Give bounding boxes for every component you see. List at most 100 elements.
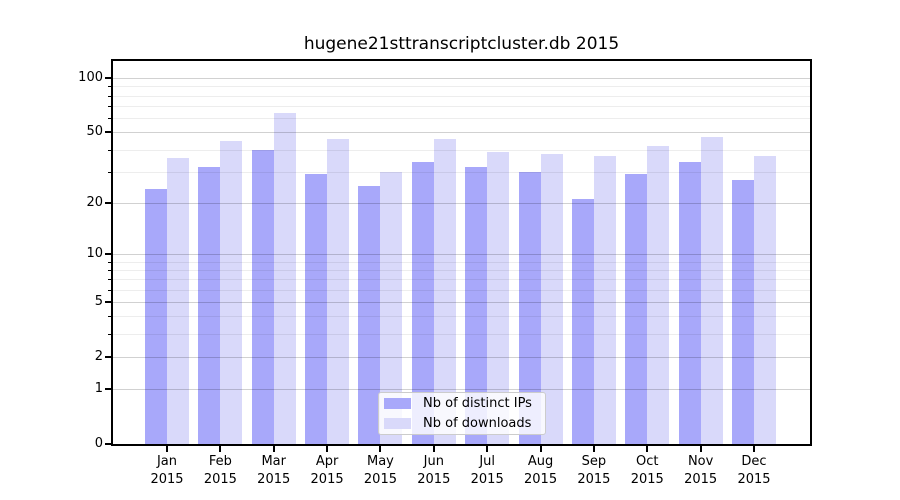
x-tick-month: Jan: [156, 454, 178, 469]
x-tick-mark: [592, 446, 595, 452]
y-tick-mark: [105, 77, 111, 80]
minor-gridline: [113, 334, 810, 336]
x-tick-label: Jul 2015: [455, 453, 519, 489]
legend-swatch: [384, 418, 411, 429]
minor-gridline: [113, 289, 810, 291]
x-tick-month: Aug: [527, 454, 554, 469]
x-tick-year: 2015: [257, 472, 291, 487]
y-minor-tick-mark: [108, 106, 111, 108]
major-gridline: [113, 389, 810, 391]
minor-gridline: [113, 171, 810, 173]
bar-distinct-ips-oct: [625, 174, 648, 444]
x-tick-label: Sep 2015: [562, 453, 626, 489]
major-gridline: [113, 78, 810, 80]
y-minor-tick-mark: [108, 86, 111, 88]
y-minor-tick-mark: [108, 118, 111, 120]
y-minor-tick-mark: [108, 95, 111, 97]
y-tick-label: 100: [78, 70, 103, 86]
y-tick-mark: [105, 252, 111, 255]
x-tick-year: 2015: [203, 472, 237, 487]
x-tick-label: Feb 2015: [188, 453, 252, 489]
x-tick-month: Sep: [581, 454, 607, 469]
minor-gridline: [113, 316, 810, 318]
x-tick-mark: [166, 446, 168, 452]
x-tick-month: Mar: [261, 454, 286, 469]
y-tick-label: 1: [94, 381, 103, 397]
bar-distinct-ips-feb: [198, 166, 221, 444]
y-tick-mark: [105, 355, 111, 358]
y-tick-label: 0: [94, 436, 103, 451]
bar-downloads-nov: [700, 137, 723, 444]
legend-swatch: [384, 398, 411, 409]
x-tick-label: Mar 2015: [242, 453, 306, 489]
x-tick-year: 2015: [737, 472, 771, 487]
x-tick-label: May 2015: [348, 453, 412, 489]
y-tick-label: 20: [86, 194, 103, 210]
x-tick-mark: [379, 446, 382, 452]
major-gridline: [113, 301, 810, 303]
y-tick-mark: [105, 443, 111, 445]
x-tick-label: Jun 2015: [402, 453, 466, 489]
minor-gridline: [113, 95, 810, 97]
x-tick-year: 2015: [524, 472, 558, 487]
x-tick-month: Oct: [636, 454, 659, 469]
major-gridline: [113, 356, 810, 358]
x-tick-year: 2015: [630, 472, 664, 487]
major-gridline: [113, 253, 810, 255]
y-minor-tick-mark: [108, 316, 111, 318]
legend-label: Nb of distinct IPs: [423, 395, 532, 411]
x-tick-year: 2015: [417, 472, 451, 487]
y-minor-tick-mark: [108, 171, 111, 173]
y-minor-tick-mark: [108, 334, 111, 336]
chart-title: hugene21sttranscriptcluster.db 2015: [303, 34, 620, 54]
bar-downloads-may: [380, 171, 403, 444]
x-tick-year: 2015: [310, 472, 344, 487]
x-tick-mark: [219, 446, 222, 452]
x-tick-mark: [753, 446, 755, 452]
minor-gridline: [113, 261, 810, 263]
x-tick-label: Oct 2015: [615, 453, 679, 489]
major-gridline: [113, 132, 810, 134]
x-tick-mark: [432, 446, 435, 452]
bar-distinct-ips-apr: [305, 174, 328, 444]
bar-distinct-ips-jan: [145, 188, 167, 444]
bar-downloads-dec: [754, 155, 776, 444]
bar-distinct-ips-jun: [411, 162, 434, 444]
bar-downloads-jun: [433, 138, 456, 444]
x-tick-label: Aug 2015: [509, 453, 573, 489]
legend-label: Nb of downloads: [423, 415, 532, 431]
plot-area: [113, 61, 810, 444]
y-tick-mark: [105, 300, 111, 303]
bar-downloads-oct: [647, 145, 670, 444]
x-tick-month: Nov: [687, 454, 714, 469]
bar-downloads-jul: [487, 151, 510, 444]
bar-downloads-jan: [167, 157, 189, 444]
bar-distinct-ips-nov: [678, 162, 701, 444]
x-tick-label: Dec 2015: [722, 453, 786, 489]
major-gridline: [113, 202, 810, 204]
x-tick-month: Jul: [479, 454, 496, 469]
bar-distinct-ips-sep: [571, 199, 594, 444]
minor-gridline: [113, 86, 810, 88]
bar-downloads-apr: [327, 138, 350, 444]
bar-distinct-ips-may: [358, 185, 381, 444]
x-tick-month: Jun: [423, 454, 444, 469]
x-tick-mark: [486, 446, 489, 452]
y-tick-mark: [105, 388, 111, 391]
x-tick-month: Dec: [741, 454, 767, 469]
legend-item: Nb of downloads: [384, 414, 545, 434]
y-minor-tick-mark: [108, 279, 111, 281]
y-tick-label: 50: [86, 124, 103, 140]
minor-gridline: [113, 118, 810, 120]
x-tick-year: 2015: [150, 472, 184, 487]
y-tick-label: 2: [94, 348, 103, 364]
x-tick-mark: [326, 446, 329, 452]
minor-gridline: [113, 149, 810, 151]
y-minor-tick-mark: [108, 269, 111, 271]
x-tick-label: Jan 2015: [135, 453, 199, 489]
bar-distinct-ips-mar: [251, 149, 274, 444]
bar-distinct-ips-jul: [465, 166, 488, 444]
x-tick-month: Apr: [315, 454, 339, 469]
bar-downloads-sep: [593, 155, 616, 444]
bar-downloads-mar: [273, 113, 296, 444]
